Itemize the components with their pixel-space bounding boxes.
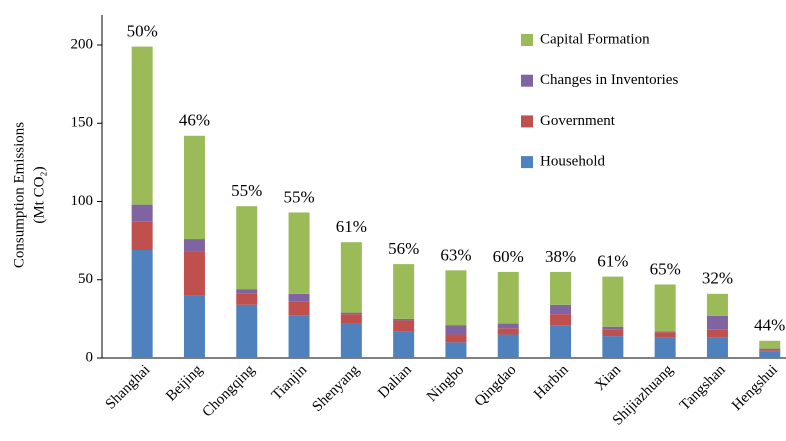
x-tick-label: Harbin <box>531 362 572 403</box>
bar-segment <box>288 293 310 302</box>
legend-label: Changes in Inventories <box>540 72 678 88</box>
bar-segment <box>602 276 624 327</box>
y-tick-label: 0 <box>86 349 94 365</box>
bar-segment <box>654 337 676 358</box>
legend-swatch <box>521 34 533 46</box>
bar-segment <box>759 350 781 352</box>
bar-segment <box>131 221 153 251</box>
bar-segment <box>131 46 153 205</box>
x-tick-label: Tianjin <box>269 362 311 404</box>
bar-segment <box>393 318 415 321</box>
bar-segment <box>183 295 205 358</box>
bar-segment <box>340 314 362 324</box>
x-tick-label: Chongqing <box>200 362 259 421</box>
bar-segment <box>340 242 362 313</box>
bar-segment <box>131 250 153 358</box>
x-tick-label: Qingdao <box>472 362 520 410</box>
bar-segment <box>706 329 728 338</box>
share-label: 63% <box>440 245 471 264</box>
bar-segment <box>236 206 258 290</box>
share-label: 65% <box>650 259 681 278</box>
bar-segment <box>288 212 310 294</box>
y-tick-label: 50 <box>78 271 93 287</box>
bar-segment <box>445 342 467 358</box>
x-tick-label: Ningbo <box>424 362 467 405</box>
bar-segment <box>445 334 467 343</box>
bar-segment <box>602 329 624 337</box>
share-label: 61% <box>336 217 367 236</box>
legend-swatch <box>521 115 533 128</box>
x-tick-label: Shenyang <box>309 362 362 415</box>
bar-segment <box>497 334 519 358</box>
bar-segment <box>706 293 728 316</box>
bar-segment <box>654 331 676 333</box>
legend-swatch <box>521 156 533 169</box>
y-label: (Mt CO₂) <box>31 166 47 223</box>
legend-label: Household <box>540 154 605 170</box>
bar-segment <box>393 331 415 358</box>
bar-segment <box>236 304 258 358</box>
bar-segment <box>759 351 781 358</box>
share-label: 50% <box>127 21 158 40</box>
bar-segment <box>759 348 781 351</box>
bar-segment <box>445 325 467 335</box>
bar-segment <box>288 315 310 358</box>
share-label: 55% <box>231 181 262 200</box>
legend-label: Capital Formation <box>540 31 650 47</box>
bar-segment <box>445 270 467 326</box>
bar-segment <box>288 301 310 316</box>
bar-segment <box>340 323 362 358</box>
bar-segment <box>236 293 258 305</box>
x-tick-label: Dalian <box>375 362 415 402</box>
bar-segment <box>340 312 362 315</box>
bar-segment <box>602 326 624 330</box>
x-tick-label: Hengshui <box>729 362 781 414</box>
bar-segment <box>654 284 676 332</box>
bar-segment <box>393 264 415 319</box>
bar-segment <box>497 323 519 329</box>
bar-segment <box>183 135 205 240</box>
bar-segment <box>602 336 624 358</box>
share-label: 56% <box>388 239 419 258</box>
share-label: 44% <box>754 316 785 335</box>
x-tick-label: Beijing <box>163 362 206 405</box>
bar-segment <box>236 289 258 294</box>
bar-segment <box>183 251 205 296</box>
x-tick-label: Tangshan <box>677 362 729 414</box>
y-axis-title: Consumption Emissions (Mt CO₂) <box>11 122 47 268</box>
bar-segment <box>550 314 572 326</box>
y-tick-label: 100 <box>71 193 94 209</box>
bar-segment <box>654 332 676 338</box>
bar-segment <box>183 239 205 252</box>
bar-segment <box>497 328 519 335</box>
y-tick-label: 200 <box>71 36 94 52</box>
bar-segment <box>550 304 572 315</box>
bar-segment <box>759 340 781 349</box>
share-label: 60% <box>493 247 524 266</box>
share-label: 38% <box>545 247 576 266</box>
y-label: Consumption Emissions <box>11 122 27 268</box>
share-label: 46% <box>179 111 210 130</box>
bar-segment <box>706 315 728 330</box>
bar-segment <box>497 271 519 324</box>
legend-swatch <box>521 74 533 87</box>
bar-segment <box>131 204 153 222</box>
share-label: 61% <box>597 252 628 271</box>
bar-segment <box>550 325 572 358</box>
bar-segment <box>393 320 415 332</box>
bar-segment <box>706 337 728 358</box>
legend-label: Government <box>540 113 616 129</box>
share-label: 55% <box>283 187 314 206</box>
x-tick-label: Shanghai <box>103 362 154 413</box>
x-tick-label: Xian <box>592 362 624 394</box>
y-tick-label: 150 <box>71 115 94 131</box>
bar-segment <box>550 271 572 305</box>
share-label: 32% <box>702 269 733 288</box>
